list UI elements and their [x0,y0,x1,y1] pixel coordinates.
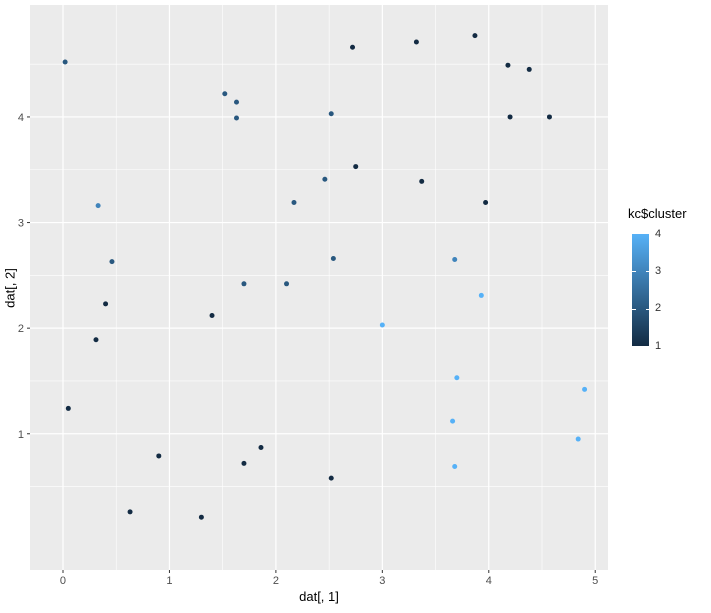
y-tick-label: 1 [18,429,24,441]
data-point [284,281,290,287]
x-tick-label: 2 [273,575,279,587]
data-point [454,375,460,381]
data-point [505,62,511,68]
data-point [258,444,264,450]
legend-tick-mark [645,271,649,273]
x-tick-label: 1 [166,575,172,587]
y-tick-label: 4 [18,112,24,124]
legend-colorbar-area: 4 3 2 1 [624,228,711,354]
legend-title: kc$cluster [628,206,687,221]
data-point [93,337,99,343]
data-point [328,475,334,481]
x-axis-title: dat[, 1] [299,589,339,604]
data-point [209,312,215,318]
data-point [241,281,247,287]
data-point [350,44,356,50]
data-point [109,259,115,265]
data-point [234,99,240,105]
legend-tick-mark [632,271,636,273]
data-point [413,39,419,45]
data-point [582,386,588,392]
data-point [546,114,552,120]
data-point [65,405,71,411]
data-point [156,453,162,459]
data-point [291,199,297,205]
data-point [452,464,458,470]
legend-tick-label: 2 [655,302,662,315]
data-point [198,514,204,520]
data-point [472,33,478,39]
data-point [478,292,484,298]
data-point [526,66,532,72]
data-point [62,59,68,65]
x-tick-label: 4 [486,575,492,587]
data-point [450,418,456,424]
data-point [322,176,328,182]
y-tick-label: 2 [18,323,24,335]
y-axis-title: dat[, 2] [2,268,18,308]
x-tick-label: 3 [379,575,385,587]
data-point [452,257,458,263]
x-tick-label: 5 [592,575,598,587]
data-point [483,199,489,205]
data-point [103,301,109,307]
plot-panel [30,5,608,570]
data-point [328,111,334,117]
legend-tick-label: 4 [655,227,662,240]
data-point [575,436,581,442]
data-point [507,114,513,120]
legend-tick-label: 1 [655,339,662,352]
legend-tick-mark [632,308,636,310]
data-point [95,203,101,209]
data-point [353,164,359,170]
legend-tick-mark [645,308,649,310]
data-point [379,322,385,328]
data-point [241,460,247,466]
legend: kc$cluster 4 3 2 1 [624,206,711,366]
legend-tick-label: 3 [655,264,662,277]
data-point [419,178,425,184]
data-point [234,115,240,121]
x-tick-label: 0 [60,575,66,587]
data-point [127,509,133,515]
y-tick-label: 3 [18,218,24,230]
legend-colorbar [632,234,649,346]
data-point [222,91,228,97]
data-point [330,255,336,261]
